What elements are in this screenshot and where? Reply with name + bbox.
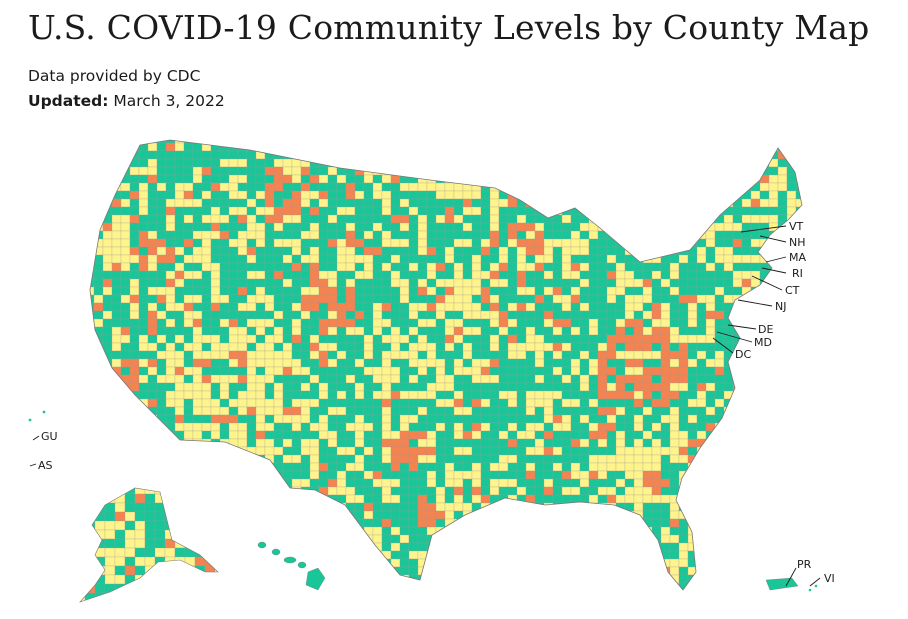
- updated-date: March 3, 2022: [113, 92, 225, 110]
- label-vi: VI: [824, 572, 835, 585]
- label-ma: MA: [789, 251, 806, 264]
- label-nh: NH: [789, 236, 806, 249]
- page-title: U.S. COVID-19 Community Levels by County…: [28, 8, 870, 47]
- label-gu: GU: [41, 430, 58, 443]
- alaska-outline: [79, 487, 219, 603]
- label-as: AS: [38, 459, 53, 472]
- us-outline: [89, 139, 803, 591]
- puerto-rico: [765, 577, 799, 591]
- label-ri: RI: [792, 267, 803, 280]
- callout-leaders: [29, 225, 821, 587]
- virgin-islands: [808, 584, 818, 592]
- guam: [28, 410, 46, 422]
- hawaii: [257, 541, 326, 591]
- label-nj: NJ: [775, 300, 786, 313]
- contiguous-us-counties: [90, 140, 802, 590]
- label-de: DE: [758, 323, 773, 336]
- data-source: Data provided by CDC: [28, 67, 201, 85]
- label-md: MD: [754, 336, 772, 349]
- updated-label: Updated:: [28, 92, 109, 110]
- label-ct: CT: [785, 284, 800, 297]
- updated-line: Updated: March 3, 2022: [28, 92, 225, 110]
- label-pr: PR: [797, 558, 812, 571]
- label-vt: VT: [789, 220, 804, 233]
- alaska-counties: [80, 488, 218, 602]
- label-dc: DC: [735, 348, 751, 361]
